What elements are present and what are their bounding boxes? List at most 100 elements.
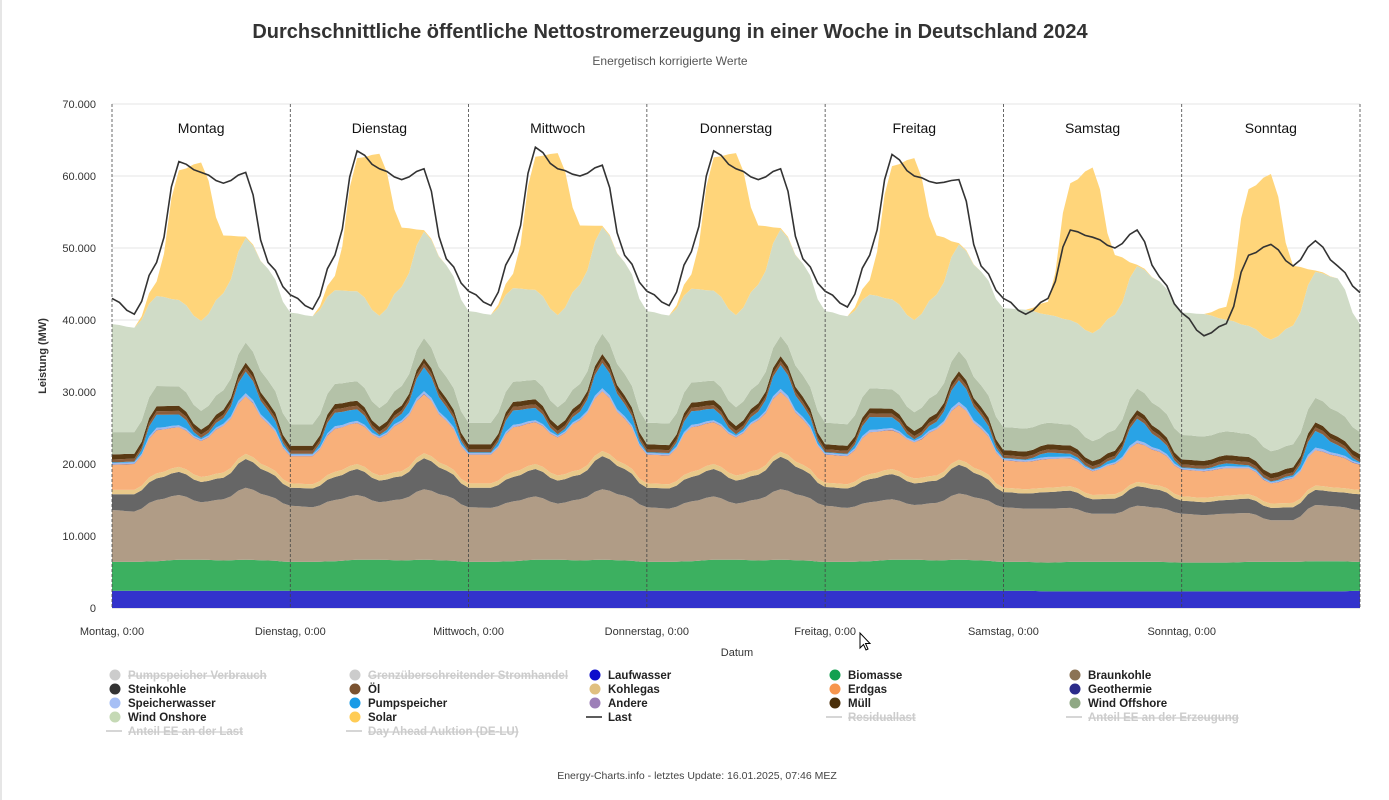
left-border bbox=[0, 0, 2, 800]
legend-item[interactable]: Wind Offshore bbox=[1069, 697, 1168, 711]
y-tick-label: 40.000 bbox=[62, 315, 96, 327]
area-wind-offshore[interactable] bbox=[112, 333, 1360, 474]
legend-marker-dot bbox=[1069, 669, 1081, 681]
area-kohlegas[interactable] bbox=[112, 451, 1360, 508]
legend-marker-dot bbox=[109, 669, 121, 681]
legend-item[interactable]: Biomasse bbox=[829, 669, 903, 683]
y-tick-label: 30.000 bbox=[62, 387, 96, 399]
legend-label: Grenzüberschreitender Stromhandel bbox=[368, 670, 568, 682]
area-solar[interactable] bbox=[112, 153, 1360, 340]
legend-label: Anteil EE an der Erzeugung bbox=[1088, 712, 1239, 724]
legend-label: Geothermie bbox=[1088, 684, 1152, 696]
x-tick-label: Mittwoch, 0:00 bbox=[433, 626, 504, 638]
legend-item[interactable]: Solar bbox=[349, 711, 398, 725]
legend-marker-dot bbox=[109, 683, 121, 695]
area-laufwasser[interactable] bbox=[112, 590, 1360, 608]
x-tick-label: Samstag, 0:00 bbox=[968, 626, 1039, 638]
x-axis-title: Datum bbox=[721, 647, 753, 659]
legend-marker-dot bbox=[349, 669, 361, 681]
legend-item[interactable]: Andere bbox=[589, 697, 648, 711]
area-braunkohle[interactable] bbox=[112, 487, 1360, 563]
legend-item[interactable]: Steinkohle bbox=[109, 683, 187, 697]
credits[interactable]: Energy-Charts.info - letztes Update: 16.… bbox=[557, 770, 837, 782]
legend-label: Andere bbox=[608, 698, 648, 710]
y-tick-label: 60.000 bbox=[62, 171, 96, 183]
legend-marker-dot bbox=[829, 697, 841, 709]
legend-item[interactable]: Speicherwasser bbox=[109, 697, 217, 711]
legend-item[interactable]: Öl bbox=[349, 683, 381, 696]
legend-marker-dot bbox=[349, 683, 361, 695]
y-tick-label: 0 bbox=[90, 603, 96, 615]
x-tick-label: Montag, 0:00 bbox=[80, 626, 144, 638]
area-geothermie[interactable] bbox=[112, 391, 1360, 484]
x-axis: Montag, 0:00 Dienstag, 0:00 Mittwoch, 0:00… bbox=[80, 626, 1216, 638]
load-line-group[interactable] bbox=[111, 145, 1361, 337]
legend-marker-dot bbox=[349, 697, 361, 709]
y-tick-label: 70.000 bbox=[62, 99, 96, 111]
legend-marker-dot bbox=[589, 683, 601, 695]
legend-marker-dot bbox=[589, 697, 601, 709]
legend-item[interactable]: Day Ahead Auktion (DE-LU) bbox=[346, 726, 519, 738]
legend-item[interactable]: Last bbox=[586, 712, 632, 724]
legend[interactable]: Pumpspeicher Verbrauch Grenzüberschreiten… bbox=[106, 669, 1239, 739]
legend-item[interactable]: Geothermie bbox=[1069, 683, 1152, 697]
legend-item[interactable]: Residuallast bbox=[826, 712, 916, 724]
area-steinkohle[interactable] bbox=[112, 456, 1360, 521]
legend-marker-dot bbox=[109, 697, 121, 709]
area-müll[interactable] bbox=[112, 354, 1360, 479]
day-label: Dienstag bbox=[352, 120, 407, 136]
x-tick-label: Sonntag, 0:00 bbox=[1147, 626, 1216, 638]
legend-marker-dot bbox=[109, 711, 121, 723]
y-tick-label: 10.000 bbox=[62, 531, 96, 543]
legend-marker-dot bbox=[349, 711, 361, 723]
day-separators bbox=[111, 104, 1361, 608]
area-öl[interactable] bbox=[112, 359, 1360, 482]
legend-label: Wind Offshore bbox=[1088, 698, 1167, 710]
y-tick-label: 20.000 bbox=[62, 459, 96, 471]
legend-label: Braunkohle bbox=[1088, 670, 1151, 682]
legend-label: Biomasse bbox=[848, 670, 902, 682]
area-pumpspeicher[interactable] bbox=[112, 363, 1360, 483]
legend-item[interactable]: Pumpspeicher bbox=[349, 697, 448, 711]
legend-label: Residuallast bbox=[848, 712, 916, 724]
legend-label: Solar bbox=[368, 712, 397, 724]
y-tick-label: 50.000 bbox=[62, 243, 96, 255]
x-tick-label: Freitag, 0:00 bbox=[794, 626, 856, 638]
x-tick-label: Dienstag, 0:00 bbox=[255, 626, 326, 638]
legend-item[interactable]: Kohlegas bbox=[589, 683, 660, 697]
line-last[interactable] bbox=[111, 145, 1361, 337]
legend-item[interactable]: Müll bbox=[829, 697, 872, 711]
legend-label: Steinkohle bbox=[128, 684, 186, 696]
chart-subtitle: Energetisch korrigierte Werte bbox=[592, 54, 748, 68]
legend-label: Pumpspeicher bbox=[368, 698, 448, 710]
legend-item[interactable]: Braunkohle bbox=[1069, 669, 1152, 683]
legend-label: Anteil EE an der Last bbox=[128, 726, 243, 738]
area-biomasse[interactable] bbox=[112, 559, 1360, 592]
mouse-cursor-icon bbox=[859, 631, 872, 651]
legend-label: Speicherwasser bbox=[128, 698, 216, 710]
legend-item[interactable]: Wind Onshore bbox=[109, 711, 207, 725]
day-label: Sonntag bbox=[1245, 120, 1297, 136]
legend-item[interactable]: Anteil EE an der Last bbox=[106, 726, 243, 738]
legend-item[interactable]: Pumpspeicher Verbrauch bbox=[109, 669, 267, 683]
legend-marker-dot bbox=[589, 669, 601, 681]
stacked-areas[interactable] bbox=[112, 153, 1360, 608]
day-label: Freitag bbox=[892, 120, 936, 136]
legend-marker-dot bbox=[1069, 683, 1081, 695]
legend-item[interactable]: Grenzüberschreitender Stromhandel bbox=[349, 669, 569, 683]
legend-item[interactable]: Anteil EE an der Erzeugung bbox=[1066, 712, 1239, 724]
legend-item[interactable]: Laufwasser bbox=[589, 669, 672, 683]
legend-marker-dot bbox=[1069, 697, 1081, 709]
chart-title: Durchschnittliche öffentliche Nettostrom… bbox=[252, 21, 1088, 43]
day-label: Samstag bbox=[1065, 120, 1120, 136]
legend-label: Wind Onshore bbox=[128, 712, 206, 724]
area-erdgas[interactable] bbox=[112, 391, 1360, 504]
area-wind-onshore[interactable] bbox=[112, 227, 1360, 452]
day-label: Donnerstag bbox=[700, 120, 772, 136]
day-label: Montag bbox=[178, 120, 225, 136]
legend-item[interactable]: Erdgas bbox=[829, 683, 888, 697]
day-labels: Montag Dienstag Mittwoch Donnerstag Freitag S… bbox=[178, 120, 1297, 136]
y-axis: 0 10.000 20.000 30.000 40.000 50.000 60.000 70.… bbox=[62, 99, 96, 615]
legend-marker-dot bbox=[829, 683, 841, 695]
